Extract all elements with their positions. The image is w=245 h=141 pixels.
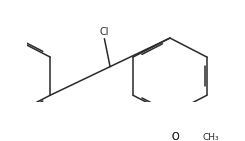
Text: O: O — [172, 132, 179, 141]
Text: Cl: Cl — [100, 27, 109, 37]
Text: CH₃: CH₃ — [202, 133, 219, 141]
Text: O: O — [172, 132, 179, 141]
